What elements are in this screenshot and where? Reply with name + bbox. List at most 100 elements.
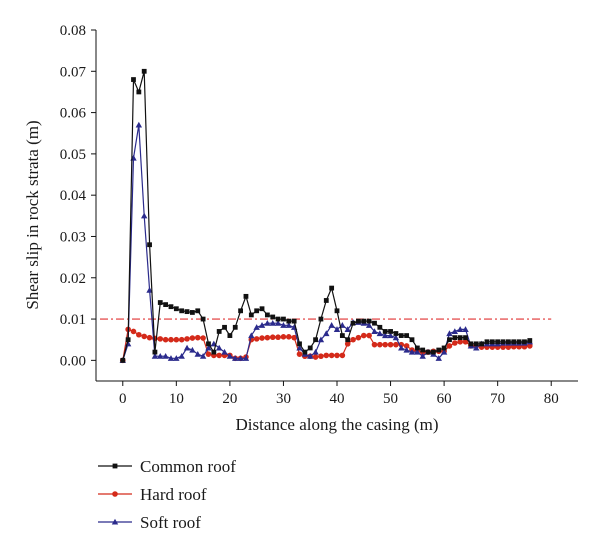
legend: Common roof Hard roof Soft roof [98,457,236,532]
data-point [286,318,292,324]
data-point [419,353,426,359]
data-point [270,314,276,320]
data-point [404,333,410,338]
x-tick-label: 20 [222,391,237,407]
data-point [505,344,512,350]
data-point [484,339,490,345]
data-point [339,352,346,359]
data-point [130,328,137,335]
data-point [463,335,468,341]
data-point [307,353,314,359]
data-point [392,334,400,341]
data-point [376,330,384,337]
y-axis-title: Shear slip in rock strata (m) [23,120,42,309]
data-point [141,212,148,219]
data-point [500,339,506,345]
data-point [136,89,142,95]
data-point [312,354,319,360]
x-tick-label: 10 [169,391,184,407]
data-point [162,353,169,359]
data-point [258,322,266,328]
data-point [275,334,281,341]
data-point [452,335,458,341]
data-point [323,330,330,337]
data-point [221,348,228,355]
x-axis-title: Distance along the casing (m) [236,415,439,434]
data-point [457,338,463,345]
data-point [259,306,265,312]
series-soft-roof [119,121,533,363]
data-point [318,316,324,322]
data-point [425,349,431,355]
data-point [131,77,136,82]
data-point [173,355,180,361]
data-point [350,320,356,326]
legend-item: Hard roof [98,485,207,504]
data-point [194,350,201,357]
legend-label: Soft roof [140,513,201,532]
data-point [194,334,201,341]
data-point [527,343,533,349]
x-ticks: 0 10 20 30 40 50 60 70 80 [119,381,559,407]
data-point [157,353,164,359]
data-point [184,336,190,342]
data-point [377,324,383,330]
data-point [403,346,410,353]
data-point [495,339,501,345]
data-point [420,347,426,353]
data-point [226,353,234,359]
data-point [350,336,356,343]
data-point [248,332,255,339]
data-point [388,329,393,334]
data-point [173,306,179,312]
data-point [259,335,265,341]
data-point [329,285,335,291]
data-point [157,300,163,305]
data-point [456,326,464,332]
y-tick-label: 0.04 [60,188,87,204]
data-point [291,318,297,324]
data-point [408,348,416,355]
data-point [238,308,243,314]
x-tick-label: 70 [490,391,505,407]
y-tick-label: 0.07 [60,64,87,80]
data-point [447,337,452,343]
data-point [274,319,282,326]
data-point [440,348,448,355]
data-point [183,344,191,351]
data-point [253,336,260,342]
data-point [360,332,367,339]
data-point [313,337,318,343]
data-point [462,338,469,345]
data-point [242,355,250,361]
data-point [243,293,249,299]
data-point [162,336,169,343]
data-point [141,68,147,74]
data-point [237,355,244,361]
data-point [135,121,143,128]
legend-marker [112,463,118,469]
data-point [280,322,287,328]
data-point [345,337,351,343]
data-point [205,351,212,357]
data-point [296,351,303,357]
data-point [125,337,131,343]
x-tick-label: 30 [276,391,291,407]
series-line [122,124,530,361]
data-point [291,334,297,341]
data-point [168,304,174,310]
data-point [280,334,287,340]
data-point [168,336,174,343]
data-point [365,322,373,328]
data-point [344,341,351,347]
data-point [505,339,511,345]
data-point [151,353,159,359]
data-point [318,353,324,360]
data-point [190,310,195,315]
data-point [215,344,223,351]
y-tick-label: 0.02 [60,271,86,287]
data-point [382,332,389,339]
legend-item: Common roof [98,457,236,476]
data-point [178,336,185,343]
y-tick-label: 0.03 [60,229,86,245]
